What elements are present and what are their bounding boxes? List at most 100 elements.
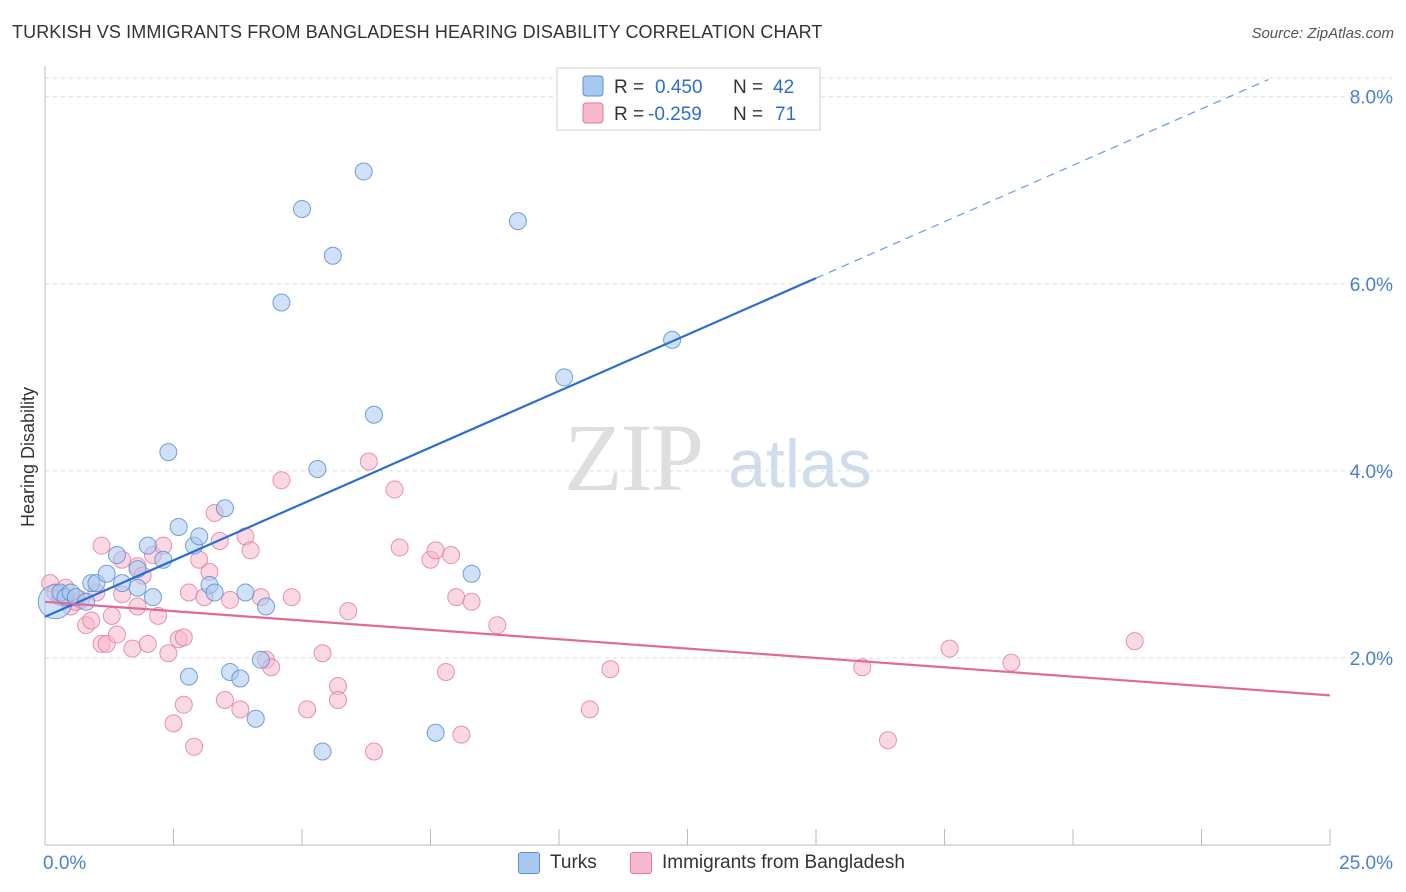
bangladesh-point: [601, 660, 620, 679]
turks-point: [236, 583, 255, 602]
bangladesh-point: [462, 592, 481, 611]
legend-n-label-turks: N =: [733, 77, 763, 98]
turks-point: [251, 650, 270, 669]
bangladesh-point: [272, 471, 291, 490]
legend-item-turks-label: Turks: [550, 852, 597, 873]
turks-point: [138, 536, 157, 555]
legend-item-bangladesh-label: Immigrants from Bangladesh: [662, 852, 905, 873]
x-tick-label-min: 0.0%: [43, 853, 86, 874]
chart-source: Source: ZipAtlas.com: [1251, 25, 1394, 42]
grid-lines: [45, 77, 1392, 659]
bangladesh-point: [231, 700, 250, 719]
turks-point: [246, 709, 265, 728]
bangladesh-point: [174, 628, 193, 647]
y-tick-label: 4.0%: [1350, 462, 1393, 483]
turks-point: [205, 583, 224, 602]
bangladesh-point: [580, 700, 599, 719]
bangladesh-point: [82, 611, 101, 630]
bangladesh-point: [215, 691, 234, 710]
bangladesh-point: [128, 597, 147, 616]
turks-point: [179, 667, 198, 686]
watermark-atlas: atlas: [728, 426, 872, 502]
bangladesh-point: [488, 616, 507, 635]
legend-r-label-turks: R =: [614, 77, 644, 98]
y-tick-labels: 2.0% 4.0% 6.0% 8.0%: [1350, 88, 1393, 670]
turks-trend-line: [44, 277, 817, 618]
turks-point: [555, 368, 574, 387]
watermark: ZIP atlas: [564, 404, 872, 511]
legend-r-value-bangladesh: -0.259: [648, 104, 702, 125]
turks-swatch: [518, 852, 540, 874]
turks-point: [257, 597, 276, 616]
turks-point: [97, 564, 116, 583]
bangladesh-point: [174, 695, 193, 714]
bangladesh-point: [853, 658, 872, 677]
turks-point: [128, 578, 147, 597]
axes: [44, 66, 1331, 846]
watermark-zip: ZIP: [564, 404, 702, 511]
bangladesh-point: [282, 588, 301, 607]
x-tick-label-max: 25.0%: [1339, 853, 1393, 874]
legend-swatch-turks: [582, 75, 604, 97]
bangladesh-point: [298, 700, 317, 719]
bangladesh-point: [442, 546, 461, 565]
turks-point: [215, 499, 234, 518]
bangladesh-point: [452, 725, 471, 744]
turks-point: [143, 588, 162, 607]
turks-point: [323, 246, 342, 265]
bangladesh-point: [328, 691, 347, 710]
turks-point: [426, 723, 445, 742]
turks-point: [190, 527, 209, 546]
turks-point: [159, 443, 178, 462]
bangladesh-point: [940, 639, 959, 658]
bangladesh-swatch: [630, 852, 652, 874]
bangladesh-point: [313, 644, 332, 663]
bangladesh-point: [426, 541, 445, 560]
turks-point: [364, 405, 383, 424]
y-tick-label: 2.0%: [1350, 649, 1393, 670]
bangladesh-point: [878, 731, 897, 750]
bangladesh-point: [164, 714, 183, 733]
bangladesh-point: [123, 639, 142, 658]
y-axis-label: Hearing Disability: [18, 387, 38, 527]
y-tick-label: 8.0%: [1350, 88, 1393, 109]
bangladesh-point: [149, 606, 168, 625]
turks-point: [293, 199, 311, 218]
bangladesh-point: [436, 662, 455, 681]
bangladesh-point: [339, 602, 358, 621]
turks-point: [508, 212, 527, 231]
legend-n-value-bangladesh: 71: [775, 104, 796, 125]
bangladesh-point: [1002, 653, 1021, 672]
bangladesh-point: [102, 606, 121, 625]
turks-point: [169, 517, 188, 536]
bangladesh-point: [179, 583, 198, 602]
turks-point: [462, 564, 481, 583]
trend-lines: [44, 78, 1331, 697]
chart-title: TURKISH VS IMMIGRANTS FROM BANGLADESH HE…: [12, 22, 823, 42]
x-tick-labels: 0.0% 25.0%: [43, 853, 1393, 874]
bangladesh-point: [107, 625, 126, 644]
turks-point: [354, 162, 373, 181]
legend-n-label-bangladesh: N =: [733, 104, 763, 125]
y-tick-label: 6.0%: [1350, 275, 1393, 296]
legend-item-turks: Turks: [518, 852, 597, 874]
legend-box: R = 0.450 N = 42 R = -0.259 N = 71: [556, 67, 821, 131]
bangladesh-point: [1125, 632, 1144, 651]
legend-swatch-bangladesh: [582, 102, 604, 124]
bangladesh-point: [185, 737, 204, 756]
bangladesh-point: [447, 588, 466, 607]
bangladesh-point: [221, 590, 240, 609]
bangladesh-point: [390, 538, 409, 557]
bangladesh-point: [159, 644, 178, 663]
bottom-legend: Turks Immigrants from Bangladesh: [0, 852, 1406, 878]
turks-point: [107, 546, 126, 565]
bangladesh-point: [359, 452, 378, 471]
bangladesh-point: [364, 742, 383, 761]
bangladesh-point: [241, 541, 260, 560]
turks-point: [272, 293, 291, 312]
legend-r-label-bangladesh: R =: [614, 104, 644, 125]
turks-point: [308, 459, 327, 478]
legend-r-value-turks: 0.450: [655, 77, 703, 98]
bangladesh-trend-line: [44, 600, 1331, 697]
